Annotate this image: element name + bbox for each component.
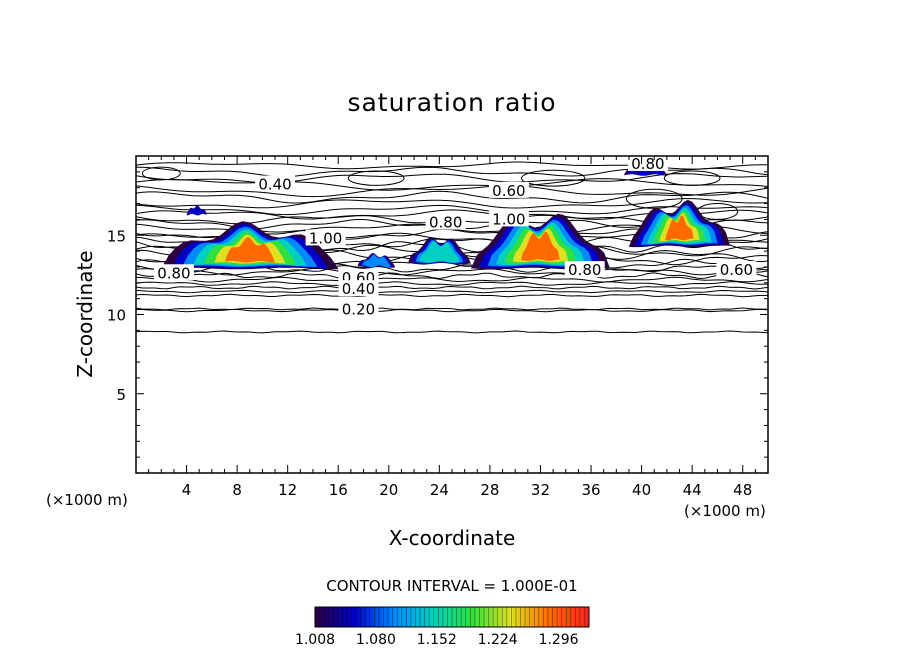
contour-line xyxy=(136,289,768,294)
colorbar-tick-label: 1.224 xyxy=(478,632,518,648)
chart-title: saturation ratio xyxy=(347,88,557,117)
supersaturated-region xyxy=(161,221,339,270)
supersaturated-region xyxy=(471,213,610,270)
supersaturated-region xyxy=(357,253,396,268)
contour-line xyxy=(136,293,768,298)
x-tick-label: 44 xyxy=(683,481,702,499)
contour-line xyxy=(136,198,768,209)
contour-label: 0.60 xyxy=(720,261,753,279)
colorbar-tick-label: 1.080 xyxy=(356,632,396,648)
supersaturated-region xyxy=(186,205,207,216)
contour-label: 0.40 xyxy=(342,280,375,298)
contour-label: 0.80 xyxy=(157,264,190,282)
contour-label: 0.20 xyxy=(342,301,375,319)
contour-interval-label: CONTOUR INTERVAL = 1.000E-01 xyxy=(326,577,578,595)
contour-label: 0.80 xyxy=(631,155,664,173)
x-axis-label: X-coordinate xyxy=(388,526,516,550)
contour-line xyxy=(136,178,768,191)
x-tick-label: 16 xyxy=(329,481,348,499)
contour-label: 1.00 xyxy=(309,229,342,247)
colorbar-tick-label: 1.152 xyxy=(417,632,457,648)
x-tick-label: 24 xyxy=(430,481,449,499)
contour-line xyxy=(136,272,768,280)
contour-line xyxy=(136,276,768,283)
colorbar-tick-label: 1.296 xyxy=(539,632,579,648)
x-tick-label: 36 xyxy=(581,481,600,499)
contour-loop xyxy=(663,170,721,186)
contour-line xyxy=(136,285,768,290)
contour-label: 0.80 xyxy=(429,214,462,232)
contour-line xyxy=(136,185,768,198)
supersaturated-region xyxy=(629,199,731,248)
x-axis-unit: (×1000 m) xyxy=(684,502,766,520)
x-tick-label: 48 xyxy=(733,481,752,499)
y-tick-label: 15 xyxy=(107,227,126,245)
contour-line xyxy=(136,204,768,216)
x-tick-label: 28 xyxy=(480,481,499,499)
contour-line xyxy=(136,281,768,287)
x-tick-label: 8 xyxy=(232,481,242,499)
supersaturated-region xyxy=(407,237,471,265)
y-axis-unit: (×1000 m) xyxy=(46,491,128,509)
contour-line xyxy=(136,330,768,334)
contour-loop xyxy=(521,169,586,187)
x-tick-label: 40 xyxy=(632,481,651,499)
colorbar-tick-label: 1.008 xyxy=(295,632,335,648)
plot-frame xyxy=(135,155,769,474)
x-tick-label: 32 xyxy=(531,481,550,499)
y-tick-label: 10 xyxy=(107,307,126,325)
contour-label: 0.80 xyxy=(568,261,601,279)
contour-loop xyxy=(141,166,181,181)
contour-line xyxy=(136,190,768,204)
y-axis-label: Z-coordinate xyxy=(73,250,97,378)
x-tick-label: 12 xyxy=(278,481,297,499)
contour-line xyxy=(136,161,768,170)
contour-loop xyxy=(347,170,405,186)
x-tick-label: 20 xyxy=(379,481,398,499)
contour-line xyxy=(136,173,768,184)
contour-label: 0.60 xyxy=(492,182,525,200)
contour-line xyxy=(136,307,768,311)
contour-label: 1.00 xyxy=(492,210,525,228)
x-tick-label: 4 xyxy=(182,481,192,499)
contour-label: 0.40 xyxy=(258,176,291,194)
y-tick-label: 5 xyxy=(116,386,126,404)
